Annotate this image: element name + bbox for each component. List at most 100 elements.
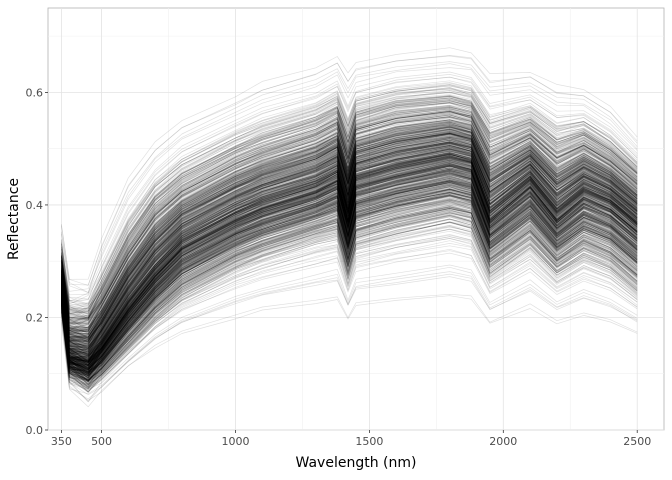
spectrum-line [61,153,638,363]
spectrum-line [61,111,638,330]
spectrum-line [61,142,638,349]
spectrum-line [61,132,638,339]
spectrum-line [61,109,638,325]
spectrum-line [61,195,638,379]
spectrum-line [61,194,638,376]
spectrum-line [61,141,638,347]
spectrum-line [61,194,638,373]
spectrum-line [61,128,638,339]
spectrum-line [61,165,638,366]
spectrum-line [61,126,638,338]
spectrum-line [61,194,638,376]
spectrum-line [61,134,638,342]
spectrum-line [61,171,638,366]
spectrum-line [61,152,638,351]
spectrum-line [61,152,638,357]
spectrum-line [61,181,638,368]
spectrum-line [61,176,638,364]
spectrum-line [61,110,638,327]
spectrum-line [61,173,638,368]
spectrum-line [61,199,638,383]
spectrum-line [61,165,638,363]
spectrum-line [61,190,638,375]
spectrum-line [61,123,638,333]
spectrum-line [61,190,638,372]
spectrum-line [61,183,638,371]
spectrum-line [61,116,638,333]
spectrum-line [61,170,638,366]
spectrum-line [61,150,638,354]
spectrum-line [61,121,638,335]
spectrum-line [61,165,638,359]
spectrum-line [61,171,638,365]
spectrum-line [61,156,638,359]
spectrum-line [61,238,638,393]
spectrum-line [61,133,638,338]
spectrum-line [61,161,638,363]
spectrum-line [61,148,638,359]
spectrum-line [61,185,638,376]
spectrum-line [61,97,638,314]
spectrum-line [61,108,638,321]
spectrum-line [61,116,638,333]
spectrum-line [61,151,638,359]
spectrum-line [61,184,638,370]
spectrum-line [61,160,638,367]
spectrum-line [61,183,638,375]
spectrum-line [61,170,638,366]
spectrum-line [61,157,638,359]
spectrum-line [61,180,638,370]
spectrum-line [61,157,638,361]
spectrum-line [61,134,638,343]
spectrum-line [61,185,638,371]
spectrum-line [61,155,638,360]
spectrum-line [61,271,638,400]
spectrum-line [61,186,638,378]
spectrum-line [61,172,638,369]
spectrum-line [61,146,638,355]
spectrum-line [61,154,638,356]
spectrum-line [61,199,638,375]
spectrum-line [61,167,638,368]
spectrum-line [61,128,638,342]
spectrum-line [61,149,638,357]
spectrum-line [61,102,638,318]
spectrum-line [61,192,638,374]
spectrum-line [61,162,638,363]
spectrum-line [61,185,638,378]
spectrum-line [61,156,638,362]
spectrum-line [61,84,638,311]
spectrum-line [61,143,638,353]
spectrum-line [61,144,638,355]
spectrum-line [61,163,638,369]
spectrum-line [61,107,638,318]
spectrum-line [61,155,638,362]
spectrum-line [61,132,638,341]
spectrum-line [61,119,638,334]
spectrum-line [61,184,638,372]
spectrum-line [61,76,638,296]
spectrum-line [61,96,638,312]
spectrum-line [61,157,638,363]
spectrum-line [61,110,638,332]
spectrum-line [61,106,638,319]
spectrum-line [61,157,638,356]
spectrum-line [61,174,638,367]
spectrum-line [61,192,638,382]
spectrum-line [61,96,638,316]
spectrum-line [61,155,638,361]
spectrum-line [61,168,638,367]
spectrum-line [61,189,638,372]
spectrum-line [61,293,638,408]
spectrum-line [61,129,638,343]
spectrum-line [61,199,638,376]
spectrum-line [61,126,638,337]
spectrum-line [61,146,638,351]
spectrum-line [61,196,638,381]
spectrum-line [61,178,638,369]
spectrum-line [61,150,638,355]
spectrum-line [61,165,638,375]
spectrum-line [61,129,638,340]
spectrum-line [61,136,638,347]
spectrum-line [61,195,638,373]
